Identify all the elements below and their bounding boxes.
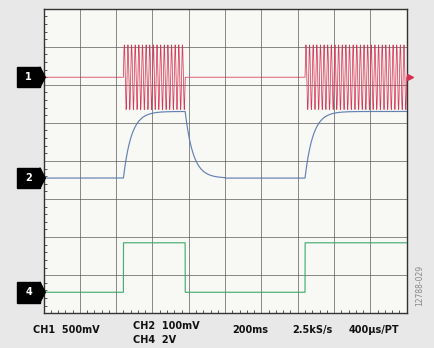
Bar [17,282,40,302]
Text: 400μs/PT: 400μs/PT [348,325,398,335]
Text: 200ms: 200ms [232,325,268,335]
Text: CH1  500mV: CH1 500mV [33,325,99,335]
Text: 4: 4 [25,287,32,297]
Polygon shape [40,282,45,302]
Text: 12788-029: 12788-029 [414,265,423,306]
Text: 2.5kS/s: 2.5kS/s [292,325,332,335]
Text: 1: 1 [25,72,32,82]
Text: 2: 2 [25,173,32,183]
Polygon shape [40,67,45,87]
Text: CH4  2V: CH4 2V [132,335,175,345]
Polygon shape [40,168,45,188]
Text: CH2  100mV: CH2 100mV [132,321,199,331]
Bar [17,67,40,87]
Bar [17,168,40,188]
